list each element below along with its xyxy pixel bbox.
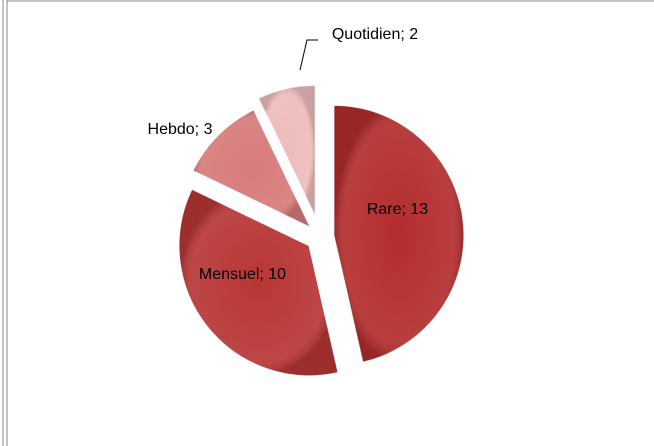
data-label-box: Hebdo; 3 xyxy=(147,121,213,138)
data-label: Quotidien; 2 xyxy=(331,26,419,43)
data-label: Hebdo; 3 xyxy=(147,121,213,138)
data-label: Rare; 13 xyxy=(366,201,429,218)
data-label-box: Rare; 13 xyxy=(366,201,429,218)
slice-shade xyxy=(258,85,316,216)
data-label-box: Mensuel; 10 xyxy=(198,266,287,283)
slice-group: Rare xyxy=(333,104,465,363)
data-label-box: Quotidien; 2 xyxy=(331,26,419,43)
slice-group: Hebdo xyxy=(192,109,312,229)
slice-group: Quotidien xyxy=(258,85,316,216)
leader-line xyxy=(299,39,318,71)
slice-group: Mensuel xyxy=(178,188,339,377)
slice-shade xyxy=(179,189,338,376)
slice-shade xyxy=(192,109,311,228)
slice-shade xyxy=(333,105,464,363)
data-label: Mensuel; 10 xyxy=(198,266,287,283)
